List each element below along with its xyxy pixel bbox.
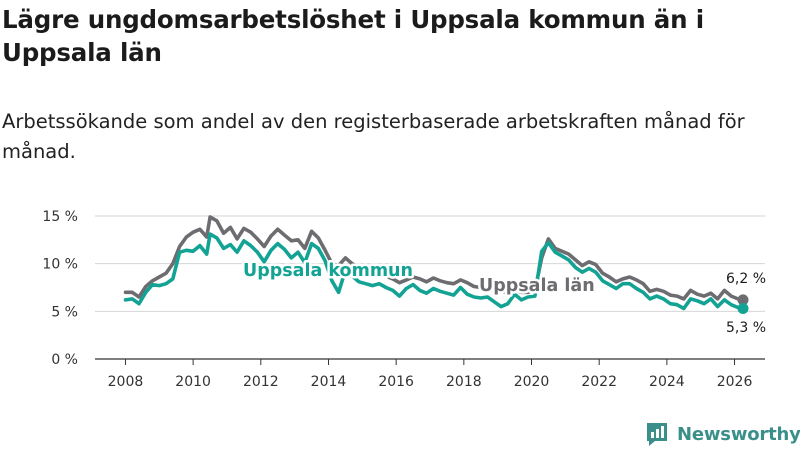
- y-tick-label-10: 10 %: [42, 257, 78, 273]
- series-end-point-kommun: [737, 302, 749, 314]
- series-layer: [123, 215, 749, 314]
- series-line-lan: [123, 215, 745, 302]
- x-tick-label-2020: 2020: [514, 374, 550, 390]
- x-tick-label-2018: 2018: [446, 374, 482, 390]
- x-tick-label-2014: 2014: [311, 374, 347, 390]
- grid-layer: [95, 215, 765, 312]
- label-layer: Uppsala kommun Uppsala län 6,2 % 5,3 %: [241, 259, 769, 339]
- x-tick-label-2010: 2010: [175, 374, 211, 390]
- end-label-lan: 6,2 %: [726, 271, 766, 287]
- series-end-point-lan: [737, 294, 749, 306]
- y-tick-label-15: 15 %: [42, 209, 78, 225]
- brand-name: Newsworthy: [677, 423, 800, 445]
- x-tick-label-2016: 2016: [378, 374, 414, 390]
- end-label-kommun: 5,3 %: [726, 320, 766, 336]
- series-label-kommun: Uppsala kommun: [243, 261, 413, 281]
- y-tick-label-0: 0 %: [51, 352, 78, 368]
- chart-subtitle: Arbetssökande som andel av den registerb…: [2, 110, 745, 163]
- x-tick-label-2022: 2022: [581, 374, 617, 390]
- brand-logo[interactable]: Newsworthy: [645, 420, 800, 448]
- x-tick-label-2026: 2026: [717, 374, 753, 390]
- series-line-kommun: [123, 232, 745, 311]
- x-tick-label-2012: 2012: [243, 374, 279, 390]
- chart-title: Lägre ungdomsarbetslöshet i Uppsala komm…: [2, 5, 704, 67]
- y-tick-label-5: 5 %: [51, 304, 78, 320]
- x-tick-label-2024: 2024: [649, 374, 685, 390]
- newsworthy-logo-icon: [647, 423, 667, 446]
- axis-layer: 0 % 5 % 10 % 15 % 2008 2010 2012 2014 2016 2018 20…: [42, 209, 765, 390]
- series-label-lan: Uppsala län: [479, 276, 595, 296]
- x-tick-label-2008: 2008: [108, 374, 144, 390]
